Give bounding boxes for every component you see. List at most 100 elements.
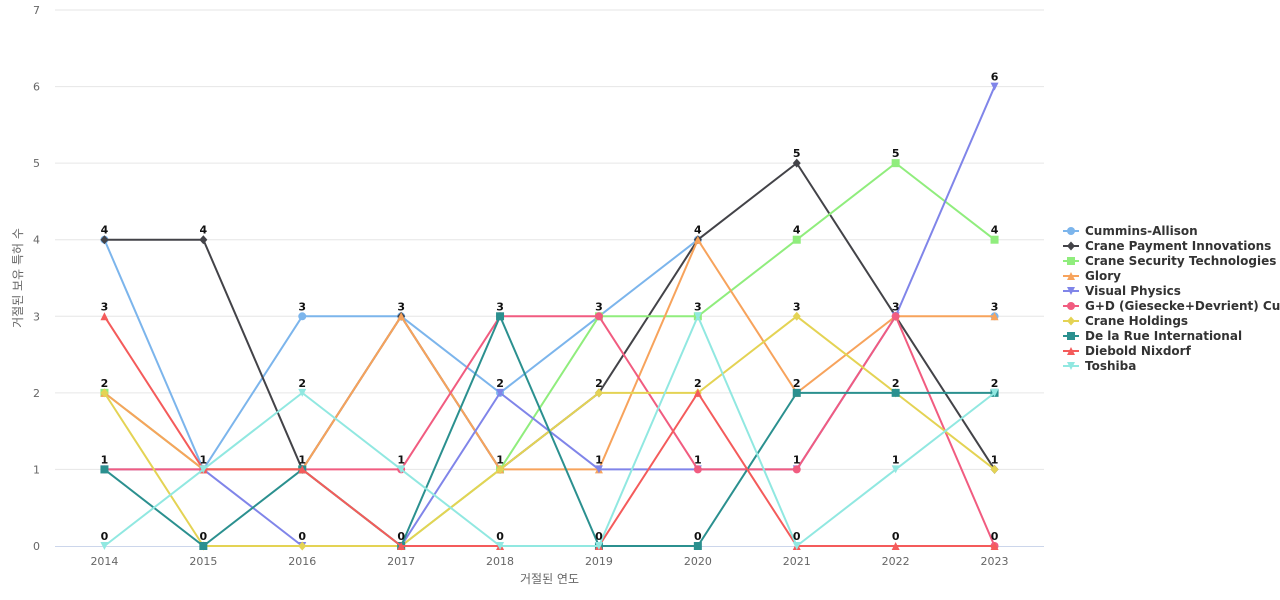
legend-item: Crane Security Technologies [1063, 254, 1276, 268]
data-label: 4 [200, 224, 208, 237]
data-label: 4 [991, 224, 999, 237]
x-tick-label: 2020 [684, 555, 712, 568]
legend-label: Cummins-Allison [1085, 224, 1198, 238]
point-marker [990, 542, 999, 550]
legend-item: Diebold Nixdorf [1063, 344, 1192, 358]
point-marker [100, 388, 109, 398]
point-marker [792, 542, 801, 550]
point-marker [1067, 241, 1075, 251]
point-marker [100, 312, 109, 321]
y-tick-label: 7 [33, 4, 40, 17]
legend-label: De la Rue International [1085, 329, 1242, 343]
x-tick-label: 2014 [90, 555, 118, 568]
point-marker [990, 235, 999, 244]
data-label: 2 [595, 377, 603, 390]
legend-item: Cummins-Allison [1063, 224, 1198, 238]
y-tick-label: 6 [33, 81, 40, 94]
data-label: 0 [298, 530, 306, 543]
y-axis-ticks: 0 1 2 3 4 5 6 7 [33, 4, 40, 553]
data-label: 0 [496, 530, 504, 543]
point-marker [100, 235, 109, 245]
point-marker [990, 464, 999, 474]
point-marker [496, 312, 505, 321]
point-marker [1067, 272, 1075, 280]
data-label: 3 [595, 300, 603, 313]
series-cummins-allison [100, 235, 999, 474]
point-marker [990, 388, 999, 397]
point-marker [990, 312, 999, 321]
legend-item: De la Rue International [1063, 329, 1242, 343]
series-lines [100, 82, 999, 551]
point-marker [1067, 362, 1075, 370]
data-label: 1 [793, 453, 801, 466]
point-marker [594, 465, 603, 474]
point-marker [891, 312, 900, 321]
point-marker [100, 465, 109, 474]
data-label: 0 [200, 530, 208, 543]
data-label: 0 [101, 530, 109, 543]
point-marker [693, 235, 702, 244]
point-marker [891, 388, 900, 397]
point-marker [891, 159, 900, 168]
legend-item: G+D (Giesecke+Devrient) Cur... [1063, 299, 1280, 313]
data-label: 3 [397, 300, 405, 313]
point-marker [397, 542, 406, 550]
point-marker [199, 465, 208, 474]
data-label: 2 [991, 377, 999, 390]
point-marker [891, 542, 900, 550]
legend-item: Visual Physics [1063, 284, 1181, 298]
point-marker [594, 312, 603, 321]
point-marker [693, 542, 702, 550]
legend-label: Glory [1085, 269, 1121, 283]
data-label: 1 [991, 453, 999, 466]
point-marker [1067, 316, 1075, 326]
data-label: 3 [101, 300, 109, 313]
point-marker [1067, 287, 1075, 295]
data-label: 2 [298, 377, 306, 390]
series-toshiba [100, 312, 999, 550]
point-marker [792, 158, 801, 168]
data-label: 1 [101, 453, 109, 466]
series-line [104, 240, 994, 470]
y-tick-label: 0 [33, 540, 40, 553]
data-label: 4 [101, 224, 109, 237]
data-label: 1 [595, 453, 603, 466]
data-label: 4 [694, 224, 702, 237]
data-label: 1 [694, 453, 702, 466]
point-marker [792, 388, 801, 397]
data-label: 1 [397, 453, 405, 466]
data-label: 5 [892, 147, 900, 160]
series-de-la-rue-international [100, 312, 999, 550]
x-tick-label: 2023 [981, 555, 1009, 568]
point-marker [298, 388, 307, 397]
legend-label: Diebold Nixdorf [1085, 344, 1192, 358]
x-tick-label: 2017 [387, 555, 415, 568]
data-label: 0 [991, 530, 999, 543]
point-marker [1067, 302, 1075, 310]
legend-label: Toshiba [1085, 359, 1136, 373]
y-tick-label: 2 [33, 387, 40, 400]
point-marker [990, 82, 999, 91]
data-label: 3 [892, 300, 900, 313]
point-marker [199, 235, 208, 245]
data-label: 1 [892, 453, 900, 466]
y-tick-label: 1 [33, 463, 40, 476]
y-axis-title: 거절된 보유 특허 수 [11, 228, 25, 328]
data-label: 0 [793, 530, 801, 543]
legend-item: Toshiba [1063, 359, 1136, 373]
point-marker [298, 465, 307, 474]
point-marker [496, 464, 505, 474]
point-marker [397, 465, 406, 474]
point-marker [496, 388, 505, 397]
legend-item: Crane Payment Innovations [1063, 239, 1271, 253]
data-label: 2 [892, 377, 900, 390]
data-label: 2 [496, 377, 504, 390]
data-label: 3 [991, 300, 999, 313]
legend-label: Crane Holdings [1085, 314, 1188, 328]
point-marker [1067, 257, 1075, 265]
data-label: 1 [200, 453, 208, 466]
legend-item: Glory [1063, 269, 1121, 283]
data-label: 1 [496, 453, 504, 466]
